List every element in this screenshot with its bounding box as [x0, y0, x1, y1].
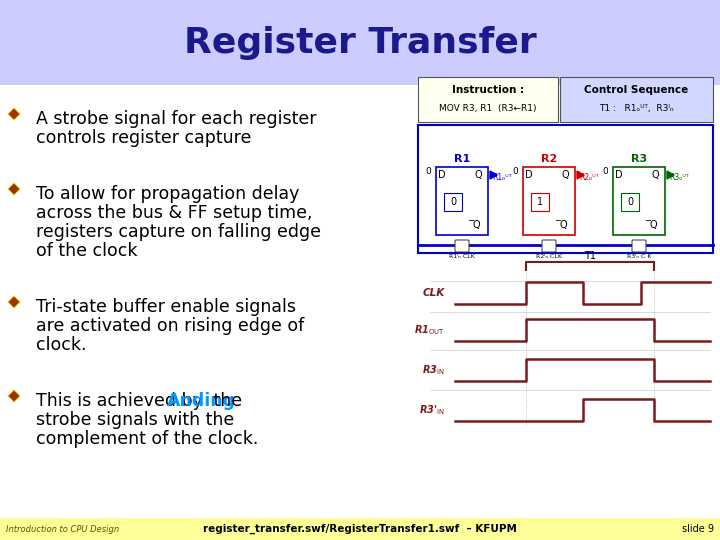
FancyBboxPatch shape — [560, 77, 713, 122]
FancyBboxPatch shape — [0, 518, 720, 540]
Text: Q: Q — [561, 170, 569, 180]
Text: D: D — [438, 170, 446, 180]
Text: R1$_\mathrm{OUT}$: R1$_\mathrm{OUT}$ — [414, 323, 445, 337]
Text: the: the — [208, 392, 243, 410]
Text: Introduction to CPU Design: Introduction to CPU Design — [6, 524, 119, 534]
Text: R3ᴵₙ C K: R3ᴵₙ C K — [626, 254, 652, 259]
Text: Register Transfer: Register Transfer — [184, 26, 536, 60]
Text: T1: T1 — [584, 251, 596, 261]
Text: R3'$_\mathrm{IN}$: R3'$_\mathrm{IN}$ — [419, 403, 445, 417]
Polygon shape — [667, 171, 674, 179]
Text: register_transfer.swf/RegisterTransfer1.swf  – KFUPM: register_transfer.swf/RegisterTransfer1.… — [203, 524, 517, 534]
Text: R2ₒᵁᵀ: R2ₒᵁᵀ — [579, 172, 598, 181]
Text: ̅Q: ̅Q — [561, 220, 569, 230]
Text: CLK: CLK — [423, 288, 445, 298]
FancyBboxPatch shape — [621, 193, 639, 211]
Text: controls register capture: controls register capture — [36, 129, 251, 147]
Text: This is achieved by: This is achieved by — [36, 392, 208, 410]
Text: Control Sequence: Control Sequence — [585, 85, 688, 95]
Text: 0: 0 — [602, 167, 608, 177]
Text: 0: 0 — [627, 197, 633, 207]
Text: R2ᴵₙ CLK: R2ᴵₙ CLK — [536, 254, 562, 259]
FancyBboxPatch shape — [632, 240, 646, 252]
Text: 0: 0 — [512, 167, 518, 177]
Polygon shape — [8, 296, 20, 308]
Text: slide 9: slide 9 — [682, 524, 714, 534]
Text: D: D — [525, 170, 533, 180]
Polygon shape — [8, 390, 20, 402]
Text: 0: 0 — [426, 167, 431, 177]
Text: clock.: clock. — [36, 336, 86, 354]
Text: R3ₒᵁᵀ: R3ₒᵁᵀ — [669, 172, 689, 181]
Text: across the bus & FF setup time,: across the bus & FF setup time, — [36, 204, 312, 222]
Text: R1ₒᵁᵀ: R1ₒᵁᵀ — [492, 172, 512, 181]
FancyBboxPatch shape — [418, 77, 558, 122]
Text: To allow for propagation delay: To allow for propagation delay — [36, 185, 300, 203]
Text: R2: R2 — [541, 154, 557, 164]
FancyBboxPatch shape — [0, 0, 720, 85]
FancyBboxPatch shape — [613, 167, 665, 235]
Text: 1: 1 — [537, 197, 543, 207]
Text: 0: 0 — [450, 197, 456, 207]
Text: MOV R3, R1  (R3←R1): MOV R3, R1 (R3←R1) — [439, 105, 536, 113]
Polygon shape — [577, 171, 584, 179]
Polygon shape — [8, 183, 20, 195]
FancyBboxPatch shape — [455, 240, 469, 252]
Text: Q: Q — [474, 170, 482, 180]
Text: ̅Q: ̅Q — [651, 220, 659, 230]
Text: A strobe signal for each register: A strobe signal for each register — [36, 110, 317, 128]
Text: Anding: Anding — [167, 392, 236, 410]
Text: R3$_\mathrm{IN}$: R3$_\mathrm{IN}$ — [422, 363, 445, 377]
Text: Instruction :: Instruction : — [452, 85, 524, 95]
Text: of the clock: of the clock — [36, 242, 138, 260]
FancyBboxPatch shape — [531, 193, 549, 211]
Text: R1: R1 — [454, 154, 470, 164]
FancyBboxPatch shape — [436, 167, 488, 235]
Text: complement of the clock.: complement of the clock. — [36, 430, 258, 448]
Text: registers capture on falling edge: registers capture on falling edge — [36, 223, 321, 241]
FancyBboxPatch shape — [542, 240, 556, 252]
Text: strobe signals with the: strobe signals with the — [36, 411, 234, 429]
Text: Tri-state buffer enable signals: Tri-state buffer enable signals — [36, 298, 296, 316]
Text: R3: R3 — [631, 154, 647, 164]
Text: R1ᴵₙ CLK: R1ᴵₙ CLK — [449, 254, 475, 259]
Polygon shape — [490, 171, 497, 179]
Text: Q: Q — [651, 170, 659, 180]
Text: T1 :   R1ₒᵁᵀ,  R3ᴵₙ: T1 : R1ₒᵁᵀ, R3ᴵₙ — [599, 105, 674, 113]
Polygon shape — [8, 108, 20, 120]
Text: D: D — [615, 170, 623, 180]
Text: are activated on rising edge of: are activated on rising edge of — [36, 317, 305, 335]
Text: ̅Q: ̅Q — [474, 220, 482, 230]
FancyBboxPatch shape — [418, 125, 713, 253]
FancyBboxPatch shape — [444, 193, 462, 211]
FancyBboxPatch shape — [523, 167, 575, 235]
